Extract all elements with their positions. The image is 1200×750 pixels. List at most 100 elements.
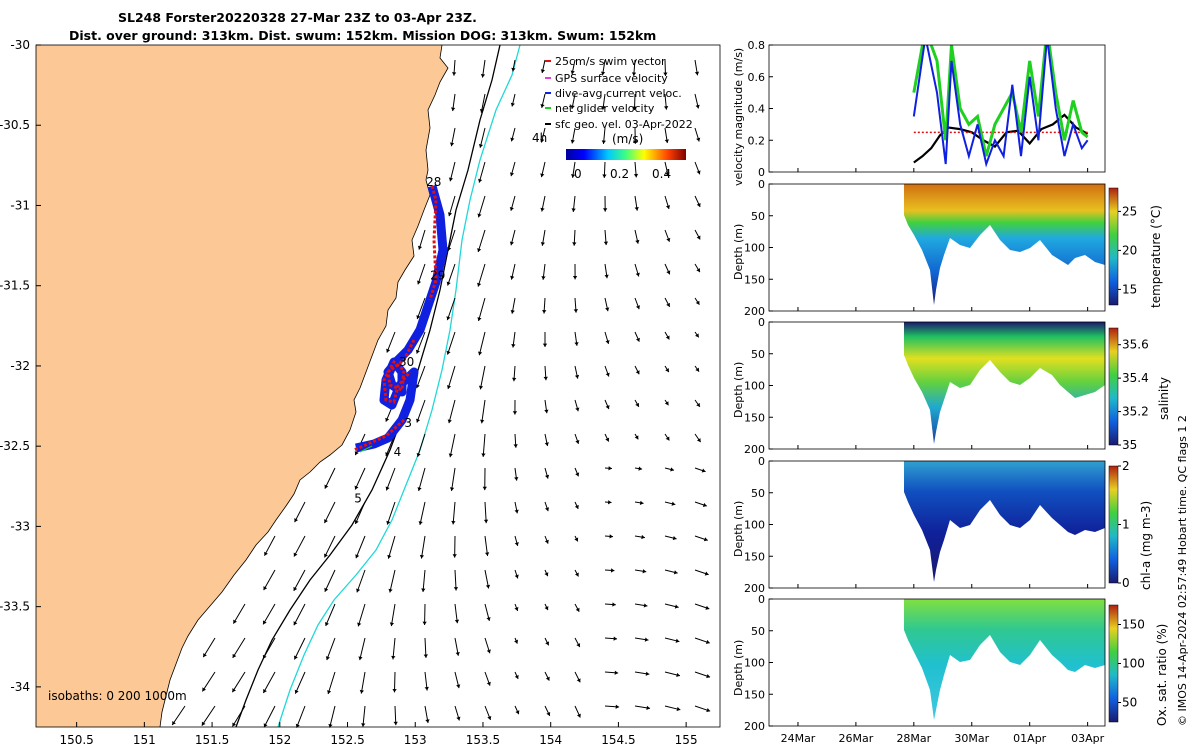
- geo-velocity-arrows: [171, 59, 711, 728]
- geo-velocity-arrow: [355, 535, 366, 559]
- geo-velocity-arrow: [478, 161, 486, 183]
- geo-velocity-arrowhead: [572, 242, 577, 246]
- legend-entry-swim: 25cm/s swim vector: [555, 55, 666, 68]
- map-y-tick-label: -33.5: [0, 600, 30, 614]
- geo-velocity-arrowhead: [425, 719, 430, 723]
- geo-velocity-arrowhead: [354, 451, 359, 456]
- geo-velocity-arrow: [417, 433, 426, 457]
- geo-velocity-arrowhead: [514, 542, 519, 546]
- salinity-ticks: 0 50 100 150 200 35 35.2 35.4 35.6: [744, 316, 1149, 456]
- depth-tick-label: 150: [744, 411, 765, 424]
- figure-title-line1: SL248 Forster20220328 27-Mar 23Z to 03-A…: [118, 10, 477, 25]
- geo-velocity-arrowhead: [645, 671, 650, 676]
- geo-velocity-arrow: [447, 229, 456, 252]
- geo-velocity-arrowhead: [696, 137, 701, 142]
- geo-velocity-arrowhead: [361, 723, 366, 727]
- geo-velocity-arrowhead: [454, 619, 460, 624]
- salinity-colorbar: [1108, 327, 1119, 446]
- geo-velocity-arrowhead: [570, 139, 575, 144]
- temperature-ylabel: Depth (m): [732, 224, 745, 280]
- map-x-tick-label: 153: [404, 733, 427, 747]
- oxygen-panel: Depth (m) Ox. sat. ratio (%) 05010015020…: [732, 168, 1169, 745]
- geo-velocity-arrowhead: [514, 606, 519, 611]
- geo-velocity-arrow: [296, 705, 306, 728]
- geo-velocity-arrowhead: [605, 307, 610, 312]
- geo-velocity-arrow: [392, 637, 396, 660]
- geo-velocity-arrowhead: [696, 170, 701, 175]
- geo-velocity-arrowhead: [392, 688, 397, 693]
- geo-velocity-arrowhead: [324, 587, 329, 592]
- geo-velocity-arrowhead: [696, 235, 701, 240]
- depth-tick-label: 150: [744, 550, 765, 563]
- map-x-tick-label: 150.5: [59, 733, 93, 747]
- map-x-tick-label: 155: [675, 733, 698, 747]
- geo-velocity-arrowhead: [232, 688, 236, 693]
- geo-velocity-arrowhead: [635, 402, 640, 407]
- geo-velocity-arrowhead: [385, 452, 390, 457]
- depth-tick-label: 100: [744, 380, 765, 393]
- geo-velocity-arrowhead: [646, 705, 651, 710]
- geo-velocity-arrow: [324, 467, 336, 489]
- geo-velocity-arrowhead: [263, 723, 268, 728]
- track-day-label: 28: [426, 175, 441, 189]
- geo-velocity-arrowhead: [509, 172, 515, 177]
- geo-velocity-arrowhead: [570, 70, 575, 75]
- geo-velocity-arrowhead: [451, 107, 456, 112]
- geo-velocity-arrowhead: [601, 106, 606, 110]
- geo-velocity-arrow: [447, 263, 456, 286]
- geo-velocity-arrowhead: [575, 439, 580, 444]
- geo-velocity-arrowhead: [705, 639, 710, 644]
- geo-velocity-arrowhead: [570, 105, 575, 109]
- chlorophyll-colorbar: [1108, 465, 1119, 584]
- map-y-tick-label: -32: [10, 359, 30, 373]
- geo-velocity-arrowhead: [574, 537, 579, 542]
- geo-velocity-arrowhead: [612, 602, 616, 607]
- geo-velocity-arrowhead: [706, 674, 711, 679]
- geo-velocity-arrowhead: [455, 652, 460, 656]
- geo-velocity-arrowhead: [263, 689, 267, 693]
- geo-velocity-arrow: [449, 433, 456, 458]
- geo-velocity-arrowhead: [576, 678, 581, 683]
- geo-velocity-arrow: [324, 535, 336, 558]
- geo-velocity-arrowhead: [233, 619, 237, 624]
- geo-velocity-arrowhead: [665, 205, 671, 210]
- geo-velocity-arrowhead: [575, 472, 580, 477]
- geo-velocity-arrowhead: [480, 73, 486, 78]
- geo-velocity-arrowhead: [478, 385, 484, 390]
- track-day-label: 30: [399, 355, 414, 369]
- isobath-0m: [159, 44, 449, 728]
- geo-velocity-arrowhead: [644, 637, 649, 642]
- geo-velocity-arrowhead: [663, 72, 668, 76]
- geo-velocity-arrowhead: [632, 106, 637, 110]
- geo-velocity-arrowhead: [447, 419, 452, 424]
- geo-velocity-arrow: [479, 365, 486, 390]
- geo-velocity-arrow: [329, 705, 336, 728]
- geo-velocity-arrow: [231, 671, 246, 693]
- geo-velocity-arrowhead: [672, 535, 677, 541]
- geo-velocity-arrowhead: [574, 572, 579, 577]
- legend-entry-geo: sfc geo. vel. 03-Apr-2022: [555, 118, 693, 131]
- depth-tick-label: 0: [758, 455, 765, 468]
- geo-velocity-arrowhead: [327, 690, 332, 694]
- geo-velocity-arrowhead: [664, 401, 669, 406]
- geo-velocity-arrowhead: [600, 71, 606, 76]
- map-y-tick-label: -31: [10, 198, 30, 212]
- geo-velocity-arrow: [418, 467, 426, 492]
- geo-velocity-arrow: [448, 399, 456, 424]
- geo-velocity-arrowhead: [514, 674, 519, 679]
- geo-velocity-arrowhead: [540, 207, 545, 212]
- geo-velocity-arrowhead: [695, 333, 699, 338]
- geo-velocity-arrowhead: [695, 367, 700, 372]
- geo-velocity-arrow: [232, 637, 246, 659]
- geo-velocity-arrow: [390, 603, 396, 627]
- geo-velocity-arrow: [356, 569, 366, 593]
- geo-velocity-arrow: [263, 705, 276, 728]
- geo-velocity-arrowhead: [542, 310, 547, 314]
- geo-velocity-arrowhead: [448, 177, 454, 182]
- geo-velocity-arrowhead: [419, 554, 425, 559]
- geo-velocity-arrowhead: [609, 534, 613, 539]
- geo-velocity-arrowhead: [513, 444, 518, 448]
- geo-velocity-arrowhead: [576, 713, 581, 718]
- colorbar-tick-label: 35: [1122, 438, 1137, 452]
- geo-velocity-arrowhead: [706, 708, 711, 713]
